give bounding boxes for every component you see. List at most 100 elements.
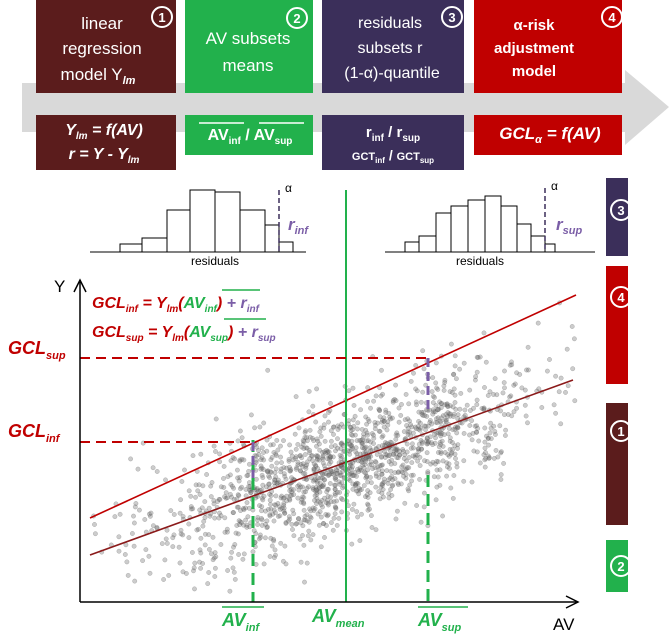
scatter-point (491, 455, 497, 461)
scatter-point (215, 499, 221, 504)
scatter-point (486, 442, 492, 448)
scatter-point (281, 505, 287, 511)
scatter-point (380, 487, 386, 492)
scatter-point (392, 470, 398, 476)
scatter-point (361, 446, 367, 451)
scatter-point (392, 461, 398, 467)
scatter-point (436, 444, 442, 450)
scatter-point (315, 438, 321, 444)
scatter-point (376, 475, 382, 481)
scatter-point (274, 460, 280, 466)
scatter-point (339, 421, 345, 427)
scatter-point (235, 504, 241, 510)
scatter-point (350, 385, 356, 391)
scatter-point (437, 431, 443, 437)
scatter-point (450, 414, 456, 419)
scatter-point (353, 488, 359, 494)
scatter-point (246, 468, 252, 474)
scatter-point (263, 484, 269, 490)
scatter-point (320, 484, 326, 490)
scatter-point (307, 450, 312, 456)
scatter-point (301, 499, 306, 505)
scatter-point (265, 367, 271, 373)
scatter-point (410, 445, 416, 451)
scatter-point (310, 486, 316, 492)
scatter-point (337, 473, 343, 479)
scatter-point (282, 510, 288, 516)
scatter-point (418, 438, 424, 443)
scatter-point (391, 451, 397, 457)
scatter-point (328, 454, 334, 460)
scatter-point (195, 526, 201, 532)
scatter-point (425, 423, 431, 429)
scatter-point (143, 547, 149, 553)
scatter-point (311, 468, 317, 474)
scatter-point (278, 540, 284, 546)
scatter-point (502, 368, 507, 374)
scatter-point (420, 389, 426, 395)
scatter-point (339, 464, 345, 470)
scatter-point (443, 417, 449, 423)
scatter-point (451, 473, 457, 478)
scatter-point (356, 485, 362, 491)
scatter-point (271, 450, 277, 455)
scatter-point (372, 459, 378, 464)
scatter-point (243, 486, 249, 492)
scatter-point (359, 487, 364, 492)
scatter-point (363, 470, 369, 476)
scatter-point (447, 446, 453, 452)
scatter-point (325, 448, 331, 454)
scatter-point (271, 538, 277, 544)
scatter-point (318, 433, 324, 439)
scatter-point (277, 504, 283, 510)
scatter-point (359, 445, 365, 451)
scatter-point (277, 506, 283, 512)
scatter-point (488, 436, 494, 442)
scatter-point (271, 507, 277, 513)
scatter-point (237, 486, 243, 492)
scatter-point (335, 445, 341, 451)
scatter-point (177, 560, 183, 566)
scatter-point (254, 486, 260, 492)
step-3-line-3: (1-α)-quantile (344, 65, 440, 82)
scatter-point (315, 454, 320, 460)
scatter-point (148, 510, 154, 516)
scatter-point (255, 522, 261, 527)
scatter-point (324, 513, 330, 519)
scatter-point (259, 504, 265, 510)
scatter-point (337, 452, 343, 458)
scatter-point (313, 484, 319, 490)
scatter-point (280, 496, 286, 501)
scatter-point (481, 452, 487, 458)
scatter-point (300, 441, 306, 447)
scatter-point (432, 461, 438, 467)
scatter-point (457, 366, 463, 372)
scatter-point (363, 455, 369, 461)
scatter-point (424, 438, 429, 444)
scatter-point (275, 479, 281, 485)
scatter-point (377, 496, 383, 502)
scatter-point (440, 443, 446, 449)
scatter-point (381, 479, 387, 485)
scatter-point (424, 450, 430, 456)
scatter-point (312, 493, 318, 499)
scatter-point (316, 457, 322, 463)
scatter-point (492, 428, 498, 434)
scatter-point (458, 390, 464, 396)
scatter-point (462, 407, 468, 413)
scatter-point (372, 465, 378, 471)
scatter-point (315, 511, 321, 517)
scatter-point (182, 467, 187, 473)
scatter-point (229, 494, 234, 500)
scatter-point (212, 515, 218, 521)
scatter-point (293, 454, 299, 460)
scatter-point (183, 571, 189, 576)
scatter-point (418, 399, 424, 405)
scatter-point (301, 507, 307, 513)
scatter-point (303, 489, 308, 495)
scatter-point (429, 421, 435, 427)
scatter-point (430, 393, 436, 399)
scatter-point (264, 437, 270, 443)
scatter-point (261, 467, 266, 472)
scatter-point (420, 348, 426, 354)
